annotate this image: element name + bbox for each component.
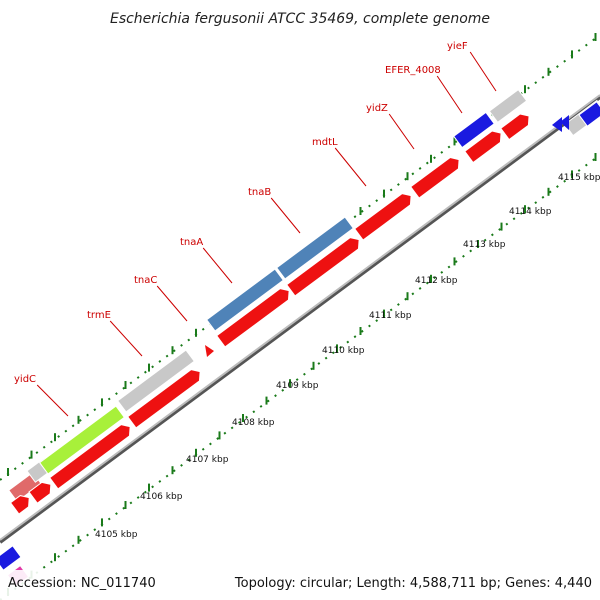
gene-feature-shape[interactable]	[38, 405, 126, 475]
gene-feature-shape[interactable]	[354, 190, 416, 241]
gene-feature-shape[interactable]	[117, 349, 195, 413]
gene-feature-shape[interactable]	[464, 127, 505, 164]
gene-label-leader	[388, 113, 415, 150]
ruler-ticks	[7, 33, 597, 596]
gene-feature[interactable]	[38, 405, 126, 475]
gene-label: EFER_4008	[385, 65, 441, 76]
gene-feature[interactable]	[127, 366, 205, 429]
gene-label: tnaA	[180, 237, 203, 248]
gene-label: yidC	[14, 374, 36, 385]
footer-bar	[0, 570, 600, 600]
gene-label: trmE	[87, 310, 111, 321]
gene-label: tnaC	[134, 275, 157, 286]
gene-label-leader	[36, 384, 69, 417]
ruler-label: 4108 kbp	[232, 418, 275, 428]
ruler-label: 4109 kbp	[276, 381, 319, 391]
gene-feature[interactable]	[552, 117, 562, 132]
ruler-label: 4114 kbp	[509, 207, 552, 217]
gene-feature[interactable]	[205, 345, 214, 357]
gene-label: yidZ	[366, 103, 388, 114]
gene-feature-shape[interactable]	[9, 492, 34, 515]
gene-feature[interactable]	[500, 110, 533, 141]
gene-feature-shape[interactable]	[286, 234, 364, 297]
ruler-label: 4106 kbp	[140, 492, 183, 502]
gene-feature[interactable]	[488, 88, 528, 124]
gene-feature[interactable]	[464, 127, 505, 164]
map-title: Escherichia fergusonii ATCC 35469, compl…	[110, 11, 490, 27]
gene-feature[interactable]	[9, 492, 34, 515]
gene-label: yieF	[447, 41, 468, 52]
gene-label-leader	[436, 75, 463, 114]
ruler-label: 4112 kbp	[415, 276, 458, 286]
gene-feature-shape[interactable]	[127, 366, 205, 429]
ruler-label: 4115 kbp	[558, 173, 600, 183]
backbone-shadow	[0, 95, 600, 544]
gene-feature-shape[interactable]	[216, 285, 294, 348]
backbone	[0, 94, 600, 541]
gene-feature-shape[interactable]	[206, 268, 284, 332]
gene-feature[interactable]	[206, 268, 284, 332]
gene-feature[interactable]	[286, 234, 364, 297]
gene-feature[interactable]	[410, 154, 464, 199]
ruler-label: 4110 kbp	[322, 346, 365, 356]
lower-ruler	[0, 154, 600, 600]
gene-feature-shape[interactable]	[0, 545, 22, 571]
gene-feature-shape[interactable]	[578, 101, 600, 127]
gene-label: mdtL	[312, 137, 338, 148]
gene-label-leader	[270, 197, 301, 234]
gene-labels: yidC trmE tnaC tnaA tnaB mdtL yidZ EFER_4008 yie…	[14, 41, 497, 417]
gene-feature[interactable]	[0, 545, 22, 571]
gene-feature-shape[interactable]	[28, 479, 55, 504]
gene-label-leader	[156, 285, 188, 322]
gene-feature-shape[interactable]	[453, 111, 495, 149]
accession-text: Accession: NC_011740	[8, 576, 156, 591]
gene-feature[interactable]	[48, 421, 135, 490]
gene-feature[interactable]	[453, 111, 495, 149]
gene-label-leader	[202, 247, 233, 284]
gene-feature-shape[interactable]	[488, 88, 528, 124]
gene-label-leader	[109, 320, 143, 357]
gene-feature[interactable]	[276, 216, 354, 280]
gene-feature-shape[interactable]	[276, 216, 354, 280]
gene-feature-shape[interactable]	[48, 421, 135, 490]
gene-label-leader	[334, 147, 367, 187]
ruler-label: 4113 kbp	[463, 240, 506, 250]
gene-feature[interactable]	[117, 349, 195, 413]
gene-feature[interactable]	[578, 101, 600, 127]
gene-label: tnaB	[248, 187, 271, 198]
gene-feature-shape[interactable]	[500, 110, 533, 141]
ruler-label: 4107 kbp	[186, 455, 229, 465]
ruler-label: 4105 kbp	[95, 530, 138, 540]
gene-feature[interactable]	[28, 479, 55, 504]
ruler-label: 4111 kbp	[369, 311, 412, 321]
gene-feature[interactable]	[560, 115, 569, 130]
gene-feature[interactable]	[216, 285, 294, 348]
gene-feature-shape[interactable]	[410, 154, 464, 199]
gene-feature[interactable]	[354, 190, 416, 241]
gene-features	[0, 88, 600, 588]
ruler-labels: 4105 kbp 4106 kbp 4107 kbp 4108 kbp 4109 kbp…	[95, 173, 600, 540]
genome-summary-text: Topology: circular; Length: 4,588,711 bp…	[234, 576, 592, 591]
gene-label-leader	[469, 51, 497, 92]
